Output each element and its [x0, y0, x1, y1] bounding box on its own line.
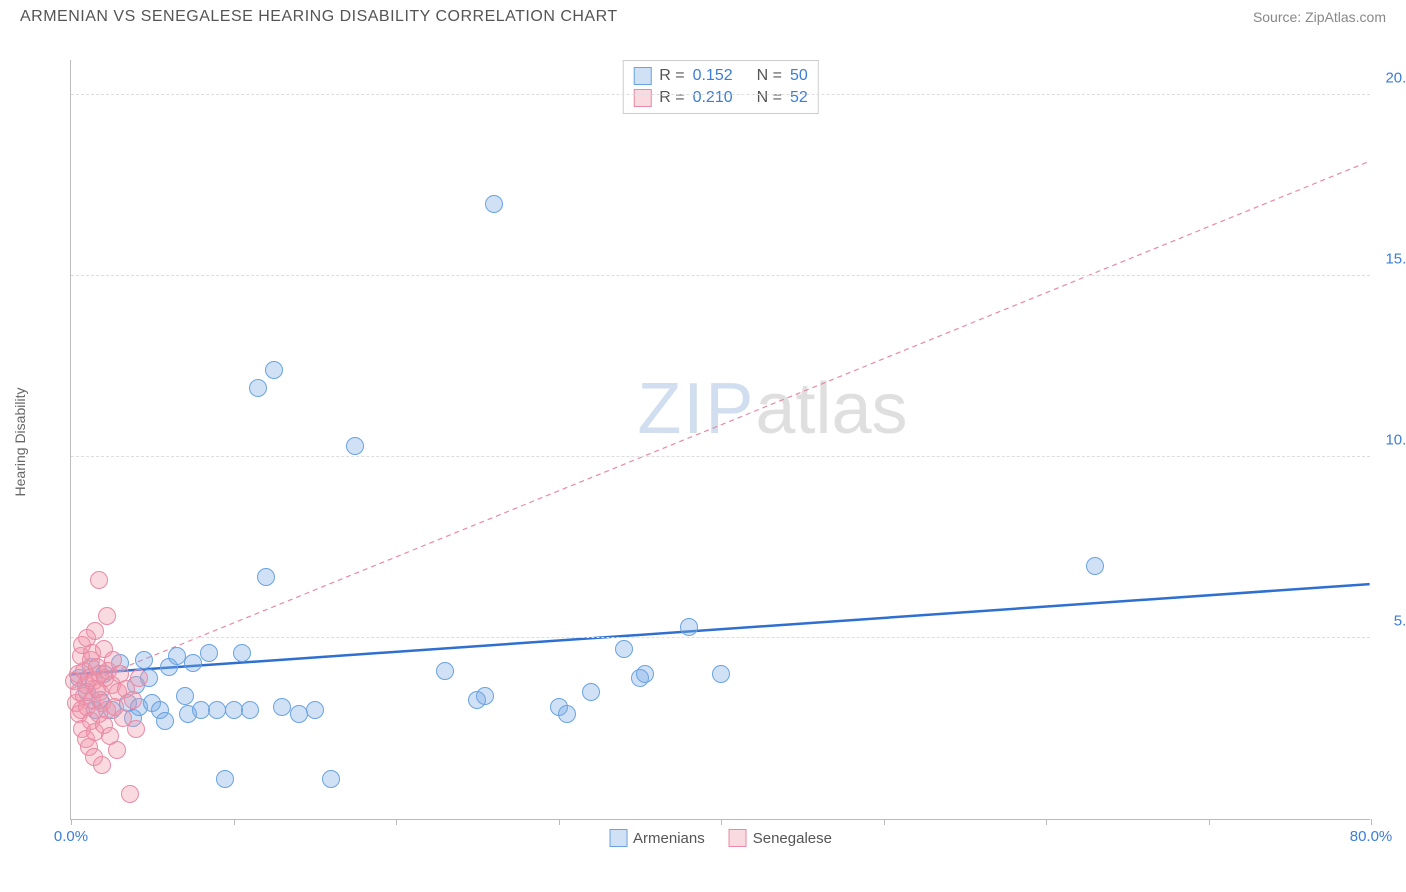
data-point: [436, 662, 454, 680]
gridline: [71, 275, 1370, 276]
watermark-part1: ZIP: [637, 369, 755, 449]
x-tick-label: 0.0%: [54, 828, 88, 845]
x-tick: [721, 819, 722, 825]
data-point: [90, 571, 108, 589]
gridline: [71, 456, 1370, 457]
x-tick: [396, 819, 397, 825]
legend-swatch: [633, 89, 651, 107]
x-tick: [71, 819, 72, 825]
data-point: [124, 691, 142, 709]
trend-line: [71, 161, 1369, 689]
data-point: [200, 644, 218, 662]
data-point: [346, 437, 364, 455]
data-point: [135, 651, 153, 669]
data-point: [121, 785, 139, 803]
y-tick-label: 5.0%: [1378, 613, 1406, 630]
r-value: 0.152: [693, 67, 733, 85]
legend-swatch: [633, 67, 651, 85]
y-tick-label: 10.0%: [1378, 432, 1406, 449]
data-point: [241, 701, 259, 719]
legend-item: Armenians: [609, 829, 705, 847]
data-point: [257, 568, 275, 586]
x-tick: [1371, 819, 1372, 825]
trend-line: [71, 584, 1369, 674]
y-tick-label: 20.0%: [1378, 70, 1406, 87]
data-point: [216, 770, 234, 788]
y-axis-label: Hearing Disability: [12, 388, 28, 497]
data-point: [127, 720, 145, 738]
chart-title: ARMENIAN VS SENEGALESE HEARING DISABILIT…: [20, 8, 618, 26]
x-tick: [234, 819, 235, 825]
x-tick-label: 80.0%: [1350, 828, 1393, 845]
legend-swatch: [609, 829, 627, 847]
n-label: N =: [757, 67, 782, 85]
data-point: [156, 712, 174, 730]
trend-lines: [71, 60, 1370, 819]
x-tick: [884, 819, 885, 825]
y-tick-label: 15.0%: [1378, 251, 1406, 268]
data-point: [615, 640, 633, 658]
scatter-plot: ZIPatlas R =0.152N =50R =0.210N =52 Arme…: [70, 60, 1370, 820]
data-point: [582, 683, 600, 701]
data-point: [1086, 557, 1104, 575]
statistics-legend: R = 0.152 N = 50 R = 0.210 N = 52: [622, 60, 819, 114]
data-point: [290, 705, 308, 723]
legend-label: Armenians: [633, 830, 705, 847]
data-point: [265, 361, 283, 379]
n-label: N =: [757, 89, 782, 107]
legend-swatch: [729, 829, 747, 847]
data-point: [680, 618, 698, 636]
data-point: [249, 379, 267, 397]
x-tick: [559, 819, 560, 825]
data-point: [108, 741, 126, 759]
data-point: [184, 654, 202, 672]
legend-item: Senegalese: [729, 829, 832, 847]
data-point: [636, 665, 654, 683]
gridline: [71, 637, 1370, 638]
x-tick: [1046, 819, 1047, 825]
header: ARMENIAN VS SENEGALESE HEARING DISABILIT…: [0, 0, 1406, 32]
data-point: [233, 644, 251, 662]
series-legend: Armenians Senegalese: [609, 829, 832, 847]
data-point: [485, 195, 503, 213]
legend-label: Senegalese: [753, 830, 832, 847]
stat-legend-row: R = 0.152 N = 50: [633, 65, 808, 87]
r-value: 0.210: [693, 89, 733, 107]
data-point: [712, 665, 730, 683]
watermark-part2: atlas: [755, 369, 907, 449]
data-point: [306, 701, 324, 719]
data-point: [93, 756, 111, 774]
stat-legend-row: R = 0.210 N = 52: [633, 87, 808, 109]
data-point: [558, 705, 576, 723]
r-label: R =: [659, 89, 684, 107]
data-point: [176, 687, 194, 705]
chart-area: Hearing Disability ZIPatlas R =0.152N =5…: [50, 42, 1390, 842]
gridline: [71, 94, 1370, 95]
r-label: R =: [659, 67, 684, 85]
watermark: ZIPatlas: [637, 368, 907, 450]
data-point: [476, 687, 494, 705]
data-point: [322, 770, 340, 788]
data-point: [98, 607, 116, 625]
n-value: 50: [790, 67, 808, 85]
data-point: [86, 622, 104, 640]
data-point: [130, 669, 148, 687]
source-attribution: Source: ZipAtlas.com: [1253, 9, 1386, 25]
x-tick: [1209, 819, 1210, 825]
n-value: 52: [790, 89, 808, 107]
